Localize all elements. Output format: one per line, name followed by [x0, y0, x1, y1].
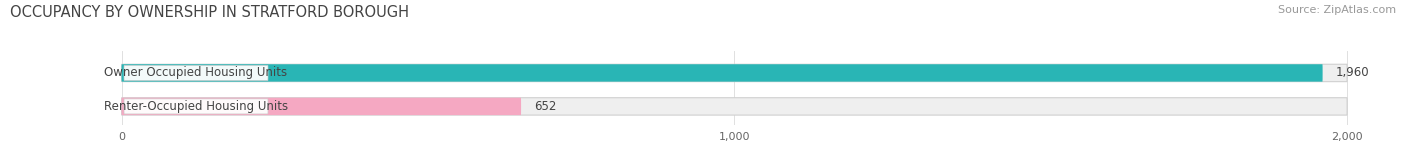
FancyBboxPatch shape	[121, 98, 1347, 115]
Text: Renter-Occupied Housing Units: Renter-Occupied Housing Units	[104, 100, 288, 113]
Text: Source: ZipAtlas.com: Source: ZipAtlas.com	[1278, 5, 1396, 15]
Text: 652: 652	[534, 100, 557, 113]
FancyBboxPatch shape	[124, 65, 269, 80]
FancyBboxPatch shape	[121, 64, 1323, 82]
Text: Owner Occupied Housing Units: Owner Occupied Housing Units	[104, 66, 288, 80]
FancyBboxPatch shape	[124, 99, 269, 114]
Text: OCCUPANCY BY OWNERSHIP IN STRATFORD BOROUGH: OCCUPANCY BY OWNERSHIP IN STRATFORD BORO…	[10, 5, 409, 20]
Text: 1,960: 1,960	[1336, 66, 1369, 80]
FancyBboxPatch shape	[121, 64, 1347, 82]
FancyBboxPatch shape	[121, 98, 522, 115]
